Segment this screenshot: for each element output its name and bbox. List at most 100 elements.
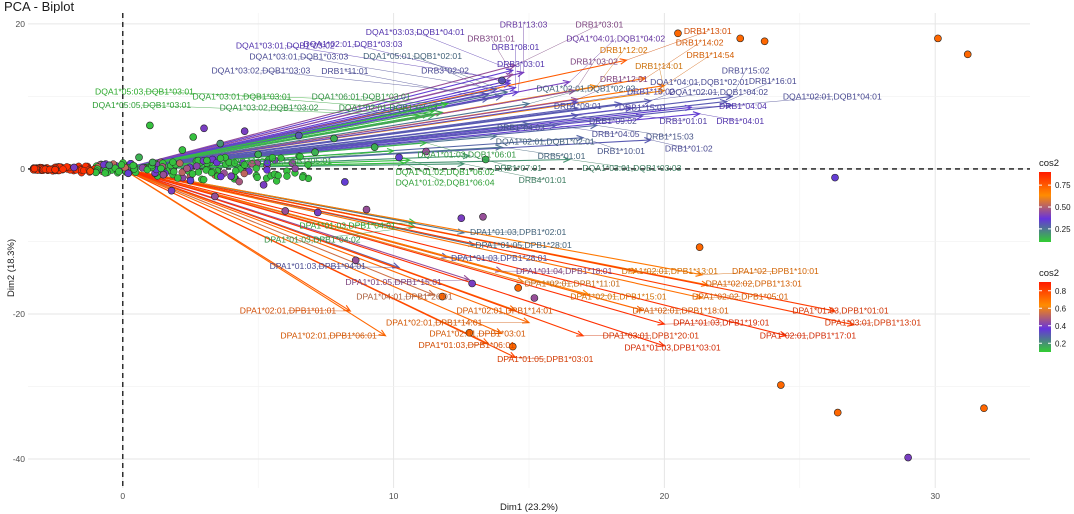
individual-point — [240, 127, 249, 136]
legend-tick-label: 0.75 — [1055, 181, 1071, 190]
label-leader-line — [361, 96, 443, 113]
legend-title: cos2 — [1039, 268, 1059, 279]
label-leader-line — [404, 162, 446, 183]
variable-label: DQA1*01:03,DQB1*06:01 — [417, 149, 516, 159]
legends: cos2 0.25 0.50 0.75 cos2 0.2 0.4 0.6 0.8 — [1039, 158, 1071, 352]
y-tick-label: -40 — [13, 454, 26, 464]
individual-point — [274, 171, 282, 180]
legend-tick-label: 0.4 — [1055, 322, 1067, 331]
label-leader-line — [642, 115, 684, 122]
label-leader-line — [285, 45, 511, 81]
variable-label: DRB1*07:01 — [494, 163, 542, 173]
individual-point — [268, 154, 277, 162]
variable-label: DRB1*04:03 — [497, 123, 545, 133]
variable-label: DRB1*03:01 — [576, 20, 624, 30]
label-leader-line — [298, 56, 497, 90]
variable-arrow — [122, 168, 503, 335]
x-tick-label: 10 — [389, 491, 399, 501]
individual-point — [252, 164, 260, 173]
variable-arrow-head — [508, 305, 517, 312]
variable-label: DQA1*02:01,DQB1*04:01 — [783, 91, 882, 101]
label-leader-line — [596, 125, 670, 137]
label-leader-line — [577, 91, 651, 103]
variable-arrows — [122, 58, 856, 359]
variable-arrow — [122, 168, 787, 337]
individual-point — [341, 178, 349, 186]
variable-arrow — [122, 168, 530, 324]
legend-colorbar — [1039, 282, 1051, 352]
variable-label: DQA1*03:01,DQB1*03:03 — [249, 52, 348, 62]
individual-point — [235, 178, 243, 186]
individual-point — [963, 50, 972, 59]
variable-label: DPA1*02:01,DPB1*14:01 — [386, 318, 483, 328]
label-leader-line — [141, 104, 421, 117]
individual-point — [232, 167, 240, 175]
label-leader-line — [707, 283, 754, 286]
variable-label: DPA1*02:01,DPB1*17:01 — [760, 331, 857, 341]
individual-point — [169, 158, 177, 166]
individual-point — [254, 150, 262, 159]
individual-point — [695, 243, 704, 252]
individual-point — [188, 170, 197, 178]
variable-arrow — [122, 168, 703, 276]
variable-label: DQA1*01:01,DQB1*05:01 — [233, 156, 332, 166]
variable-label: DQA1*02:01,DQB1*02:02 — [536, 83, 635, 93]
variable-label: DQA1*06:01,DQB1*03:01 — [312, 91, 411, 101]
individual-point — [281, 207, 290, 215]
label-leader-line — [409, 159, 446, 173]
individual-point — [240, 161, 249, 169]
individual-point — [457, 214, 466, 223]
individual-point — [148, 158, 157, 167]
label-leader-line — [569, 38, 616, 83]
individual-point — [200, 176, 208, 184]
individual-points — [29, 29, 988, 462]
individual-point — [30, 164, 39, 173]
variable-label: DRB1*12:01 — [600, 74, 648, 84]
label-leader-line — [637, 270, 670, 273]
variable-arrow — [122, 88, 497, 170]
variable-label: DRB1*09:02 — [589, 116, 637, 126]
variable-arrow-head — [828, 306, 837, 314]
variable-label: DQA1*02:01,DQB1*04:02 — [669, 87, 768, 97]
individual-point — [530, 294, 539, 302]
variable-arrow-head — [625, 105, 634, 112]
label-leader-line — [388, 107, 435, 116]
individual-point — [508, 342, 517, 351]
label-leader-line — [853, 322, 873, 326]
individual-point — [253, 173, 261, 182]
variable-label: DPA1*02:01,DPB1*18:01 — [632, 305, 729, 315]
label-leader-line — [726, 80, 773, 102]
individual-point — [146, 121, 154, 130]
individual-point — [362, 205, 371, 214]
label-leader-line — [352, 43, 511, 84]
variable-arrow — [122, 103, 448, 170]
label-leader-line — [312, 226, 416, 240]
individual-point — [481, 155, 490, 164]
variable-label: DRB1*03:02 — [570, 57, 618, 67]
variable-label: DRB3*01:01 — [467, 33, 515, 43]
axis-ticks: 0 10 20 30 20 0 -20 -40 — [13, 19, 941, 501]
variable-label: DRB1*14:02 — [676, 38, 724, 48]
label-leader-line — [426, 142, 467, 155]
individual-point — [263, 166, 271, 174]
individual-point — [124, 169, 132, 178]
variable-label: DPA1*02:01,DPB1*06:01 — [280, 331, 377, 341]
variable-label: DRB1*15:01 — [619, 102, 667, 112]
label-leader-line — [404, 294, 435, 297]
individual-point — [174, 174, 182, 182]
variable-labels: DRB1*13:03 DRB1*03:01 DRB1*13:01 DQA1*03:03… — [92, 20, 921, 364]
label-leader-line — [658, 65, 665, 91]
individual-point — [831, 173, 839, 182]
y-tick-label: -20 — [13, 309, 26, 319]
individual-point — [295, 131, 303, 140]
variable-label: DRB1*10:01 — [597, 146, 645, 156]
label-leader-line — [621, 91, 719, 104]
x-axis-label: Dim1 (23.2%) — [500, 502, 558, 513]
label-leader-line — [702, 296, 741, 299]
individual-point — [115, 168, 123, 176]
individual-point — [101, 169, 109, 177]
label-leader-line — [583, 137, 622, 152]
individual-point — [370, 143, 379, 151]
individual-point — [330, 134, 338, 143]
y-tick-label: 0 — [20, 164, 25, 174]
